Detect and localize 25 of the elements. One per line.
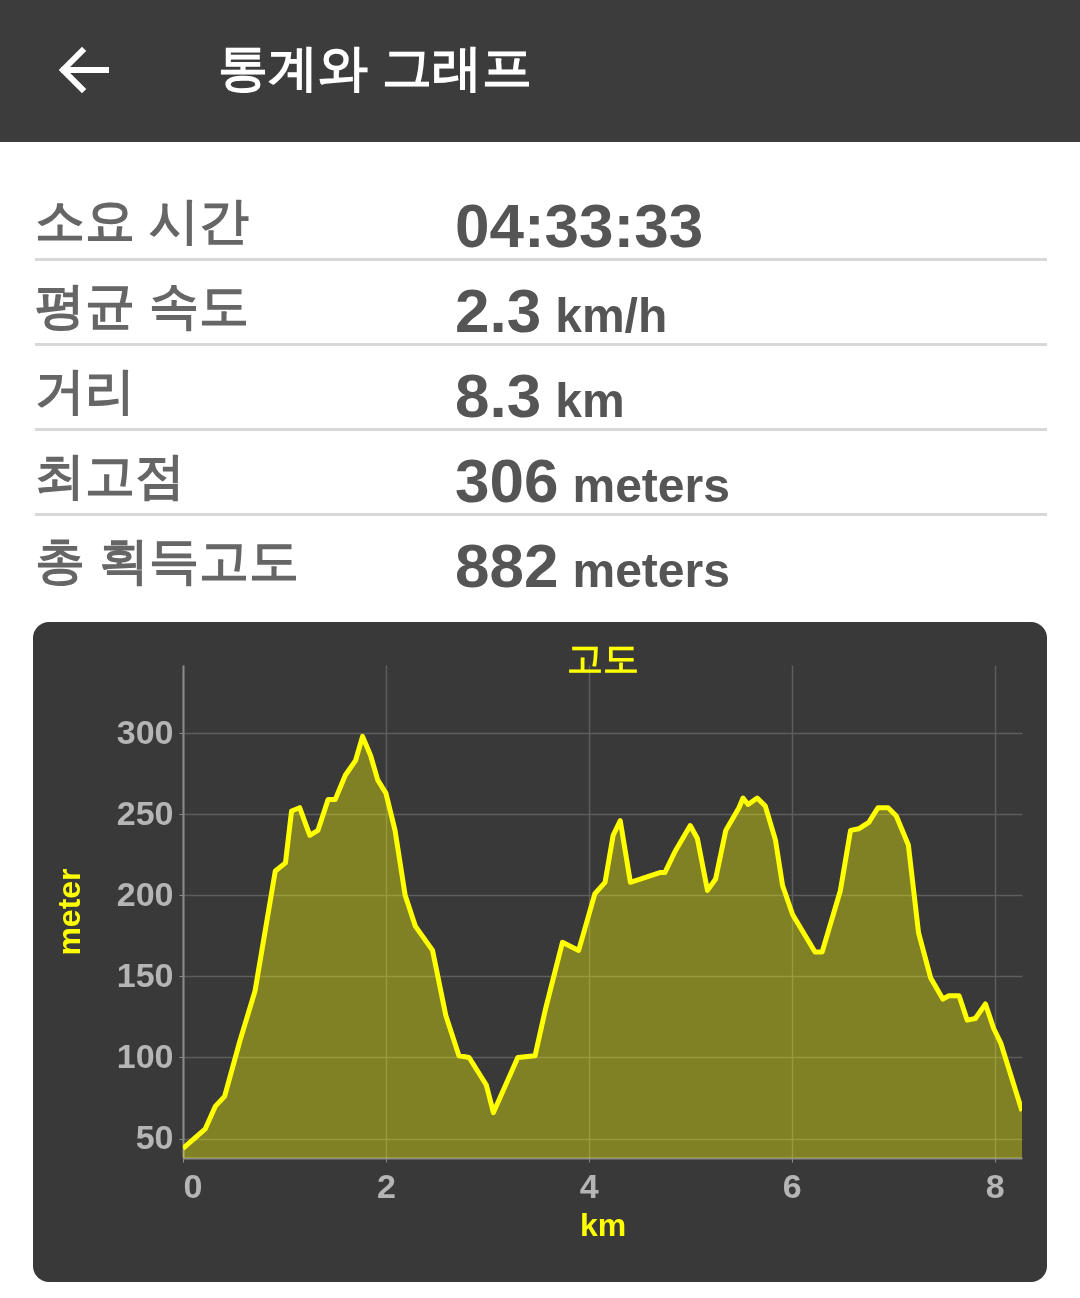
text: 8.3 km: [455, 360, 625, 431]
text: 평균 속도: [35, 277, 249, 336]
text: 총 획득고도: [35, 532, 299, 591]
text: 거리: [35, 362, 135, 421]
x-tick-label: 0: [183, 1166, 203, 1205]
chart-title: 고도: [566, 638, 639, 679]
text: 882 meters: [455, 530, 730, 601]
text: 306 meters: [455, 445, 730, 516]
x-tick-label: 8: [985, 1166, 1005, 1205]
y-tick-label: 300: [116, 712, 174, 751]
y-tick-label: 50: [135, 1118, 174, 1157]
x-axis-title: km: [579, 1206, 627, 1243]
x-tick-label: 4: [579, 1166, 599, 1205]
text: 소요 시간: [35, 192, 249, 251]
x-tick-label: 6: [782, 1166, 802, 1205]
x-tick-label: 2: [376, 1166, 396, 1205]
text: 최고점: [35, 447, 185, 506]
y-tick-label: 250: [116, 793, 174, 832]
y-tick-label: 100: [116, 1036, 174, 1075]
text: 통계와 그래프: [218, 39, 532, 98]
text: 2.3 km/h: [455, 275, 668, 346]
y-tick-label: 150: [116, 955, 174, 994]
text: 04:33:33: [455, 190, 704, 261]
y-axis-title: meter: [50, 868, 87, 956]
y-tick-label: 200: [116, 874, 174, 913]
